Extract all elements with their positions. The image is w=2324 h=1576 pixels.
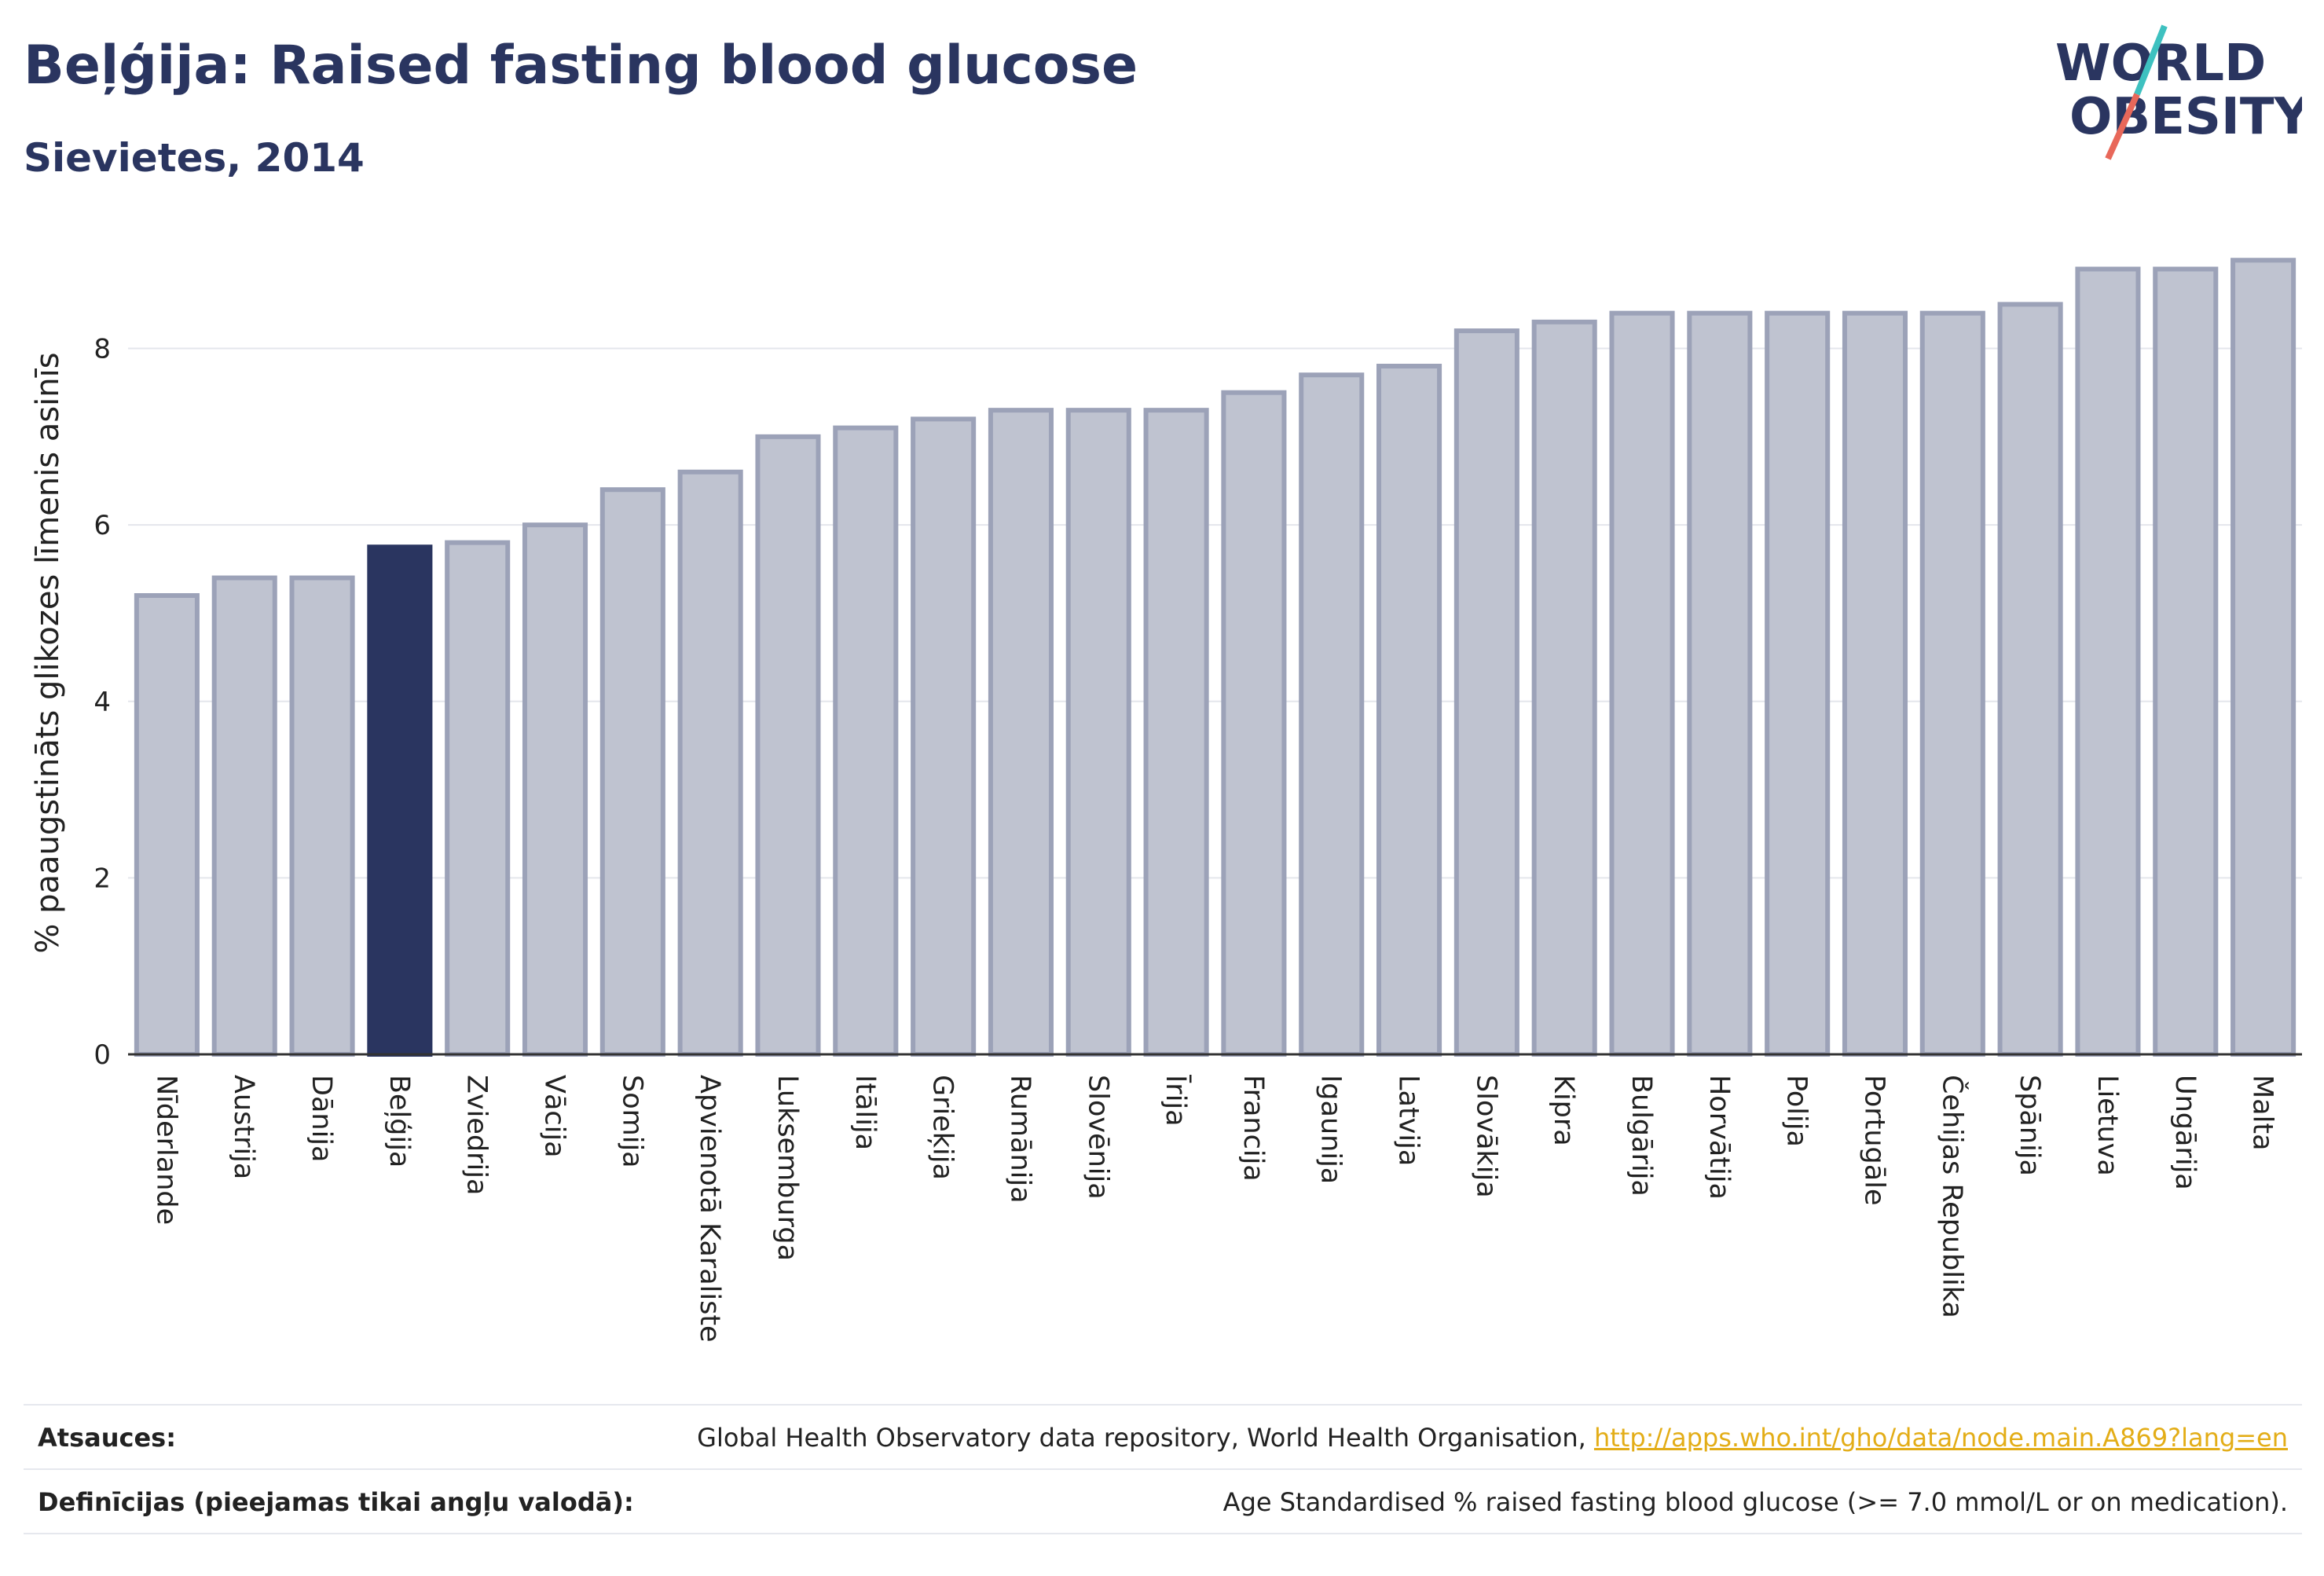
logo-slash-teal [2134,24,2168,96]
bar [1376,364,1442,1057]
x-category-labels: Nīderlande Austrija Dānija Beļģija Zviedrija… [150,1075,2278,1343]
logo-slash-coral [2105,93,2140,160]
definitions-text: Age Standardised % raised fasting blood … [1222,1487,2288,1517]
bar [134,593,200,1057]
bar [1143,408,1209,1057]
bar [1453,328,1519,1057]
bar [677,469,743,1057]
bar-highlighted [367,544,433,1057]
y-tick-label: 6 [93,510,111,541]
x-category-label: Bulgārija [1626,1075,1657,1197]
bar [1842,310,1908,1057]
bar [1765,310,1831,1057]
x-category-label: Malta [2247,1075,2278,1151]
x-category-label: Luksemburga [772,1075,803,1261]
bar [2075,266,2141,1057]
y-tick-label: 8 [93,334,111,365]
x-category-label: Nīderlande [150,1075,181,1225]
bar [1221,390,1287,1057]
bar [755,434,821,1057]
x-category-label: Čehijas Republika [1936,1075,1969,1318]
x-category-label: Austrija [228,1075,259,1179]
bar [1299,372,1365,1057]
y-tick-label: 0 [93,1039,111,1071]
bar [445,540,511,1057]
world-obesity-logo: WORLD OBESITY [2055,24,2302,160]
bar [911,416,977,1057]
bar [1609,310,1675,1057]
bar-chart: 0 2 4 6 8 Nīderlande Austrija Dānija Beļģija Zvi… [30,258,2302,1343]
x-category-label: Lietuva [2091,1075,2123,1176]
x-category-label: Dānija [306,1075,337,1162]
bar [988,408,1054,1057]
bar [522,522,588,1057]
sources-value: Global Health Observatory data repositor… [697,1423,2302,1453]
bar [599,487,665,1057]
x-category-label: Kipra [1548,1075,1579,1146]
x-category-label: Rumānija [1004,1075,1036,1204]
x-category-label: Apvienotā Karaliste [694,1075,725,1343]
footer-divider [24,1533,2302,1534]
definitions-label: Definīcijas (pieejamas tikai angļu valod… [38,1487,634,1517]
chart-title: Beļģija: Raised fasting blood glucose [24,35,1138,97]
bar [833,425,899,1057]
sources-label: Atsauces: [38,1423,176,1453]
x-category-label: Beļģija [383,1075,415,1167]
bar [289,575,355,1057]
x-category-label: Slovākija [1470,1075,1501,1198]
sources-row: Atsauces: Global Health Observatory data… [24,1404,2302,1470]
x-category-label: Spānija [2014,1075,2045,1176]
sources-link[interactable]: http://apps.who.int/gho/data/node.main.A… [1593,1423,2288,1453]
definitions-row: Definīcijas (pieejamas tikai angļu valod… [24,1468,2302,1534]
x-category-label: Latvija [1393,1075,1424,1166]
bar [1997,302,2063,1057]
x-category-label: Slovēnija [1082,1075,1113,1200]
y-tick-label: 4 [93,687,111,718]
y-axis-title: % paaugstināts glikozes līmenis asinīs [30,352,66,953]
sources-text: Global Health Observatory data repositor… [697,1423,1594,1453]
x-category-label: Īrija [1160,1075,1192,1127]
x-category-label: Zviedrija [461,1075,493,1195]
x-category-label: Ungārija [2169,1075,2201,1190]
bars [134,258,2297,1057]
bar [1531,319,1597,1057]
chart-subtitle: Sievietes, 2014 [24,135,365,181]
x-category-label: Polija [1781,1075,1813,1147]
logo-line-1: WORLD [2055,35,2266,93]
x-category-label: Portugāle [1858,1075,1890,1206]
bar [1065,408,1131,1057]
bar [1919,310,1985,1057]
y-tick-label: 2 [93,863,111,894]
bar [211,575,277,1057]
x-category-label: Grieķija [927,1075,959,1180]
y-tick-labels: 0 2 4 6 8 [93,334,111,1071]
x-category-label: Francija [1237,1075,1269,1182]
x-category-label: Somija [616,1075,647,1168]
x-category-label: Horvātija [1703,1075,1735,1200]
x-category-label: Itālija [849,1075,881,1150]
bar [2153,266,2219,1057]
logo-line-2: OBESITY [2069,88,2302,146]
bar [1687,310,1753,1057]
bar [2231,258,2297,1057]
x-category-label: Igaunija [1315,1075,1347,1184]
x-category-label: Vācija [539,1075,570,1158]
